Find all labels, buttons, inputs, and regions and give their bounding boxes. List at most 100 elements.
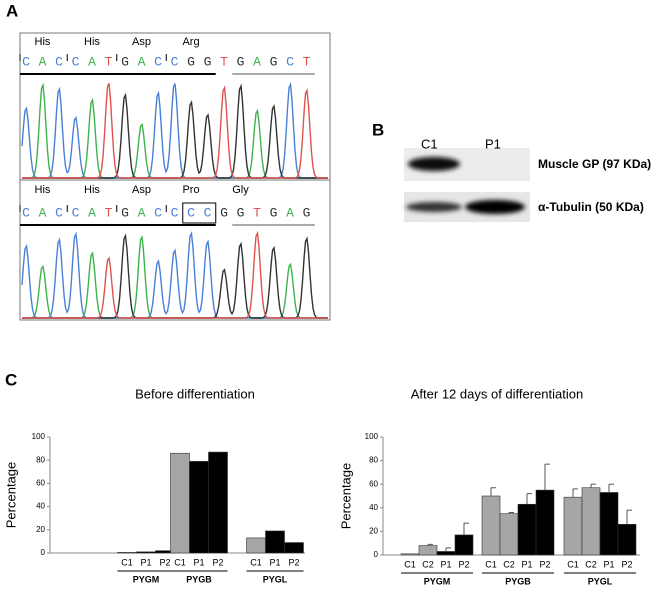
y-tick-label: 0 (374, 550, 379, 559)
base-letter: A (253, 54, 261, 69)
chart-title: Before differentiation (135, 386, 255, 401)
base-letter: G (237, 54, 245, 69)
x-tick-label: C1 (404, 559, 416, 569)
y-tick-label: 0 (41, 548, 46, 557)
base-letter: C (171, 54, 179, 69)
amino-acid: His (35, 36, 51, 48)
x-tick-label: P1 (603, 559, 614, 569)
lane-label: C1 (421, 136, 438, 151)
bar (246, 537, 266, 554)
x-tick-label: P1 (193, 557, 204, 567)
y-tick-label: 80 (369, 456, 378, 465)
mutation-box (182, 202, 217, 224)
base-letter: C (154, 205, 162, 220)
base-letter: C (55, 54, 63, 69)
x-tick-label: P1 (269, 557, 280, 567)
blot-band (465, 200, 525, 214)
trace (22, 82, 328, 179)
blot-band (408, 157, 460, 171)
y-tick-label: 100 (365, 432, 379, 441)
amino-acid: Gly (232, 184, 249, 196)
blot-band (406, 202, 462, 212)
trace (21, 230, 328, 319)
base-letter: C (171, 205, 179, 220)
amino-acid: Arg (182, 36, 199, 48)
western-blot: C1 P1 Muscle GP (97 KDa) α-Tubulin (50 K… (404, 136, 651, 222)
x-tick-label: C2 (503, 559, 515, 569)
x-tick-label: C2 (422, 559, 434, 569)
base-letter: T (220, 54, 228, 69)
bar (517, 503, 537, 556)
x-group-label: PYGM (424, 576, 451, 586)
y-tick-label: 80 (36, 455, 45, 464)
trace (22, 83, 328, 179)
base-letter: A (138, 205, 146, 220)
base-letter: T (105, 205, 113, 220)
x-tick-label: P1 (140, 557, 151, 567)
band-label: Muscle GP (97 KDa) (538, 157, 651, 171)
base-letter: G (220, 205, 228, 220)
x-tick-label: P2 (539, 559, 550, 569)
bar (265, 530, 285, 554)
bar (400, 553, 420, 556)
panel-label: A (6, 1, 18, 20)
bar (535, 489, 555, 556)
panel-label: C (5, 370, 17, 389)
trace (22, 233, 328, 319)
base-letter: A (138, 54, 146, 69)
amino-acid: His (35, 184, 51, 196)
x-tick-label: C1 (485, 559, 497, 569)
bar (581, 487, 601, 556)
bar (454, 534, 474, 556)
x-tick-label: C1 (174, 557, 186, 567)
amino-acid: Pro (182, 184, 199, 196)
x-tick-label: P2 (159, 557, 170, 567)
base-letter: A (39, 54, 47, 69)
base-letter: A (88, 205, 96, 220)
bar (481, 495, 501, 556)
bar (170, 452, 190, 554)
x-tick-label: P2 (288, 557, 299, 567)
y-tick-label: 100 (32, 432, 46, 441)
y-axis-label: Percentage (338, 463, 353, 530)
y-axis-label: Percentage (3, 462, 18, 529)
bar (136, 551, 156, 554)
base-letter: G (121, 205, 129, 220)
amino-acid: His (84, 184, 100, 196)
y-tick-label: 40 (369, 503, 378, 512)
x-tick-label: P1 (440, 559, 451, 569)
bar (563, 496, 583, 556)
charts: Before differentiation Percentage 0 20 40 60 8… (3, 386, 640, 586)
base-letter: G (187, 54, 195, 69)
y-tick-label: 60 (36, 479, 45, 488)
band-label: α-Tubulin (50 KDa) (538, 200, 644, 214)
panel-label: B (372, 120, 384, 139)
trace (21, 81, 328, 179)
base-letter: C (286, 54, 294, 69)
x-tick-label: P2 (212, 557, 223, 567)
chart-title: After 12 days of differentiation (411, 386, 583, 401)
trace (22, 83, 328, 179)
chromatogram-frame (19, 32, 331, 321)
x-group-label: PYGM (133, 574, 160, 584)
base-letter: C (72, 205, 80, 220)
bar (599, 492, 619, 556)
lane-label: P1 (485, 136, 501, 151)
y-tick-label: 60 (369, 479, 378, 488)
base-letter: A (88, 54, 96, 69)
base-letter: A (286, 205, 294, 220)
base-letter: G (270, 54, 278, 69)
base-letter: G (121, 54, 129, 69)
bar (499, 513, 519, 556)
x-group-label: PYGB (186, 574, 212, 584)
x-group-label: PYGL (263, 574, 288, 584)
base-letter: T (253, 205, 261, 220)
base-letter: G (204, 54, 212, 69)
base-letter: T (105, 54, 113, 69)
x-tick-label: P2 (621, 559, 632, 569)
base-letter: C (22, 54, 30, 69)
bar (617, 524, 637, 556)
base-letter: C (204, 205, 212, 220)
